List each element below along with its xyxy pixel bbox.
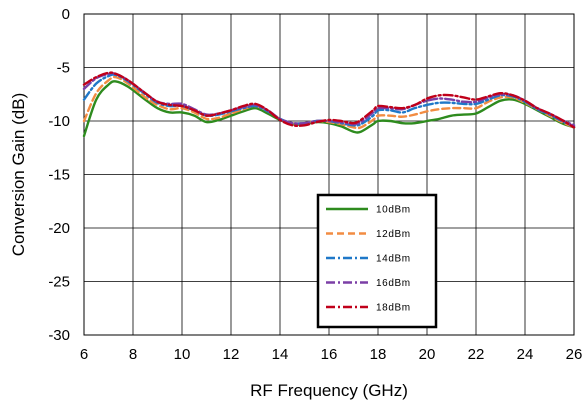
tick-labels: 6 8 10 12 14 16 18 20 22 24 26 0 -5 -10 -15 -20 -25 -30 xyxy=(48,6,582,363)
x-tick-label: 18 xyxy=(370,346,387,363)
y-tick-label: -20 xyxy=(48,220,70,237)
y-tick-label: 0 xyxy=(62,6,70,23)
y-tick-label: -30 xyxy=(48,327,70,344)
series-group xyxy=(82,71,576,138)
series-line-18dBm xyxy=(82,71,576,129)
x-tick-label: 24 xyxy=(517,346,534,363)
y-tick-label: -25 xyxy=(48,274,70,291)
series-line-12dBm xyxy=(82,75,576,130)
x-axis-title: RF Frequency (GHz) xyxy=(250,381,408,400)
x-tick-label: 10 xyxy=(174,346,191,363)
x-tick-label: 6 xyxy=(80,346,88,363)
legend-label: 14dBm xyxy=(376,254,411,265)
y-tick-label: -5 xyxy=(57,60,70,77)
x-tick-label: 20 xyxy=(419,346,436,363)
legend-label: 12dBm xyxy=(376,229,411,240)
x-tick-label: 22 xyxy=(468,346,485,363)
legend-box xyxy=(316,193,438,329)
legend: 10dBm 12dBm 14dBm 16dBm 18dBm xyxy=(316,193,438,329)
y-tick-label: -10 xyxy=(48,113,70,130)
series-line-10dBm xyxy=(82,80,576,138)
x-tick-label: 12 xyxy=(223,346,240,363)
x-tick-label: 8 xyxy=(129,346,137,363)
y-axis-title: Conversion Gain (dB) xyxy=(9,93,28,256)
x-tick-label: 14 xyxy=(272,346,289,363)
x-tick-label: 16 xyxy=(321,346,338,363)
plot-frame xyxy=(83,13,575,336)
y-tick-label: -15 xyxy=(48,167,70,184)
legend-label: 18dBm xyxy=(376,303,411,314)
legend-label: 16dBm xyxy=(376,278,411,289)
legend-label: 10dBm xyxy=(376,205,411,216)
x-tick-label: 26 xyxy=(566,346,583,363)
